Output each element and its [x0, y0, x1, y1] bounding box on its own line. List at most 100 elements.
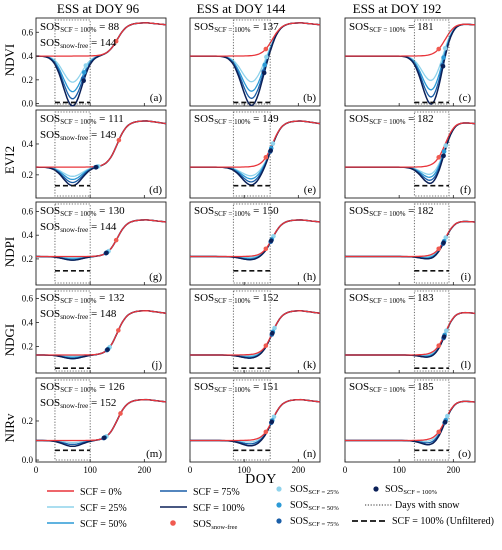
panels-group: SOSSCF = 100% = 88 SOSsnow-free = 144 (a) 0…	[22, 17, 476, 475]
snow-window	[413, 379, 450, 461]
series-scf0-line	[345, 400, 476, 442]
panel-j: SOSSCF = 100% = 132 SOSsnow-free = 148 (j)…	[22, 288, 167, 374]
sos-marker-snowfree_dot	[436, 155, 442, 160]
sos-snowfree-annotation: SOSsnow-free = 144	[40, 221, 117, 234]
sos-marker-dot25	[272, 325, 277, 331]
legend-sos-snowfree-label: SOSsnow-free	[193, 519, 237, 531]
legend-scf75-label: SCF = 75%	[193, 487, 240, 498]
sos-marker-dot25	[443, 235, 449, 240]
panel-label: (b)	[303, 92, 316, 104]
sos-marker-dot100	[268, 238, 274, 243]
legend-scf100-label: SCF = 100%	[193, 503, 245, 514]
panel-o: SOSSCF = 100% = 185 (o) 0 100 200	[343, 377, 476, 475]
legend-sos25-marker	[276, 486, 282, 492]
panel-label: (j)	[152, 359, 163, 371]
panel-label: (e)	[304, 184, 317, 196]
snow-window	[413, 19, 450, 105]
x-tick-label: 0	[188, 465, 193, 475]
panel-label: (c)	[459, 92, 472, 104]
legend-sos25-label: SOSSCF = 25%	[290, 484, 339, 496]
y-tick-label: 0.6	[22, 294, 34, 304]
y-tick-label: 0.0	[22, 455, 34, 465]
panel-b: SOSSCF = 100% = 137 (b)	[189, 17, 321, 107]
sos-marker-dot25	[445, 413, 450, 419]
sos-marker-dot25	[442, 45, 448, 51]
column-title-3: ESS at DOY 192	[353, 1, 442, 16]
panel-label: (d)	[149, 184, 162, 196]
snow-window	[54, 19, 91, 105]
series-scf0-line	[190, 398, 321, 442]
x-tick-label: 200	[447, 465, 461, 475]
sos100-annotation: SOSSCF = 100% = 152	[194, 292, 279, 305]
sos100-annotation: SOSSCF = 100% = 111	[40, 113, 124, 126]
sos-marker-dot100	[101, 435, 107, 441]
sos-marker-dot100	[270, 330, 275, 336]
panel-e: SOSSCF = 100% = 149 (e)	[189, 109, 321, 199]
series-scf0-line	[345, 220, 476, 258]
panel-frame	[35, 17, 167, 107]
series-scf0-line	[345, 23, 476, 57]
snow-window	[54, 379, 91, 461]
sos-marker-snowfree_dot	[118, 411, 123, 416]
panel-frame	[189, 17, 321, 107]
panel-frame	[344, 288, 476, 374]
sos-marker-dot100	[269, 419, 275, 425]
sos-marker-snowfree_dot	[436, 246, 442, 252]
series-scf0-line	[36, 22, 167, 57]
x-tick-label: 0	[34, 465, 39, 475]
snow-window	[413, 290, 450, 372]
row-label-ndgi: NDGI	[2, 324, 17, 357]
legend-unfiltered-label: SCF = 100% (Unfiltered)	[392, 516, 494, 527]
y-tick-label: 0.2	[22, 170, 33, 180]
sos-marker-dot100	[93, 164, 99, 170]
sos-marker-dot100	[261, 70, 267, 76]
x-tick-label: 200	[292, 465, 306, 475]
panel-label: (l)	[461, 359, 472, 371]
y-tick-label: 0.2	[22, 75, 33, 85]
y-tick-label: 0.6	[22, 206, 34, 216]
sos100-annotation: SOSSCF = 100% = 151	[194, 381, 279, 394]
panel-label: (a)	[150, 92, 163, 104]
sos100-annotation: SOSSCF = 100% = 185	[349, 381, 434, 394]
series-scf0-line	[36, 310, 167, 356]
snow-window	[413, 203, 450, 284]
sos-marker-dot25	[271, 414, 277, 420]
panel-a: SOSSCF = 100% = 88 SOSsnow-free = 144 (a) 0…	[22, 17, 167, 109]
sos-marker-dot100	[441, 240, 446, 246]
row-label-evi2: EVI2	[2, 146, 17, 174]
panel-i: SOSSCF = 100% = 182 (i)	[344, 201, 476, 286]
sos-marker-dot100	[441, 153, 446, 159]
sos-marker-dot100	[441, 334, 447, 339]
sos-marker-snowfree_dot	[263, 155, 269, 160]
y-tick-label: 0.2	[22, 416, 33, 426]
legend-scf0-label: SCF = 0%	[80, 487, 122, 498]
column-title-1: ESS at DOY 96	[57, 1, 140, 16]
panel-frame	[189, 201, 321, 286]
x-tick-label: 0	[343, 465, 348, 475]
panel-g: SOSSCF = 100% = 130 SOSsnow-free = 144 (g)…	[22, 201, 167, 286]
sos-snowfree-annotation: SOSsnow-free = 148	[40, 308, 117, 321]
column-title-2: ESS at DOY 144	[197, 1, 286, 16]
sos-snowfree-annotation: SOSsnow-free = 144	[40, 37, 117, 50]
sos-marker-dot50	[262, 62, 268, 68]
sos-marker-snowfree_dot	[263, 46, 269, 52]
series-scf0-line	[36, 120, 167, 168]
legend-sos50-marker	[276, 502, 282, 508]
sos-marker-snowfree_dot	[436, 46, 442, 52]
panel-frame	[189, 288, 321, 374]
legend-sos75-marker	[276, 518, 282, 524]
sos100-annotation: SOSSCF = 100% = 182	[349, 113, 434, 126]
panel-frame	[344, 17, 476, 107]
sos100-annotation: SOSSCF = 100% = 149	[194, 113, 279, 126]
sos-marker-dot25	[443, 328, 449, 334]
panel-frame	[344, 201, 476, 286]
sos100-annotation: SOSSCF = 100% = 130	[40, 205, 125, 218]
sos-marker-snowfree_dot	[436, 343, 442, 348]
sos100-annotation: SOSSCF = 100% = 150	[194, 205, 279, 218]
sos-snowfree-annotation: SOSsnow-free = 149	[40, 129, 117, 142]
panel-label: (f)	[460, 184, 471, 196]
y-tick-label: 0.4	[22, 318, 34, 328]
snow-window	[232, 19, 271, 105]
y-tick-label: 0.0	[22, 99, 34, 109]
